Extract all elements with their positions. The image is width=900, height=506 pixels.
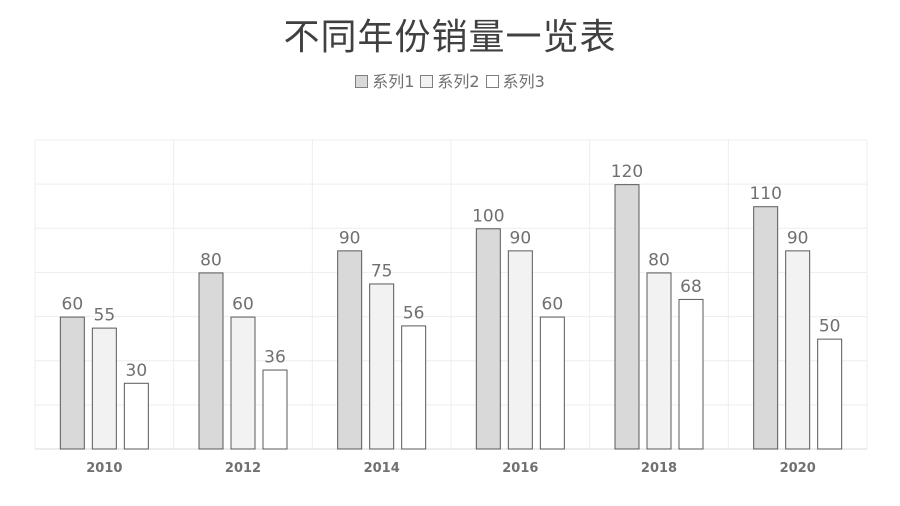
value-label: 90	[510, 228, 532, 248]
x-tick-label: 2016	[502, 461, 538, 476]
bar	[198, 272, 224, 450]
chart-x-ticks: 2010 2012 2014 2016 2018 2020	[86, 461, 816, 476]
value-label: 30	[126, 361, 148, 381]
bar	[678, 298, 704, 450]
chart-bars	[59, 184, 843, 450]
bar	[262, 369, 288, 450]
x-tick-label: 2018	[641, 461, 677, 476]
chart-value-labels: 60 55 30 80 60 36 90 75 56 100 90 60 120 80 68 110 90 50	[62, 162, 841, 381]
value-label: 75	[371, 261, 393, 281]
x-tick-label: 2010	[86, 461, 122, 476]
value-label: 80	[648, 250, 670, 270]
bar	[646, 272, 672, 450]
value-label: 60	[232, 295, 254, 315]
legend-item: 系列3	[485, 68, 545, 92]
value-label: 110	[749, 184, 781, 204]
value-label: 36	[264, 348, 286, 368]
bar	[753, 206, 779, 450]
x-tick-label: 2012	[225, 461, 261, 476]
x-tick-label: 2020	[780, 461, 816, 476]
legend-item: 系列1	[355, 68, 414, 92]
chart-grid	[34, 139, 868, 450]
value-label: 68	[680, 277, 702, 297]
legend-swatch	[485, 75, 499, 88]
chart-title: 不同年份销量一览表	[283, 17, 617, 58]
bar	[614, 184, 640, 450]
value-label: 56	[403, 303, 425, 323]
bar	[369, 283, 395, 450]
legend-swatch	[420, 75, 434, 88]
value-label: 55	[94, 306, 116, 326]
value-label: 100	[472, 206, 504, 226]
legend-swatch	[355, 75, 369, 88]
chart-legend: 系列1 系列2 系列3	[0, 68, 900, 92]
value-label: 90	[339, 228, 361, 248]
x-tick-label: 2014	[364, 461, 400, 476]
legend-item: 系列2	[420, 68, 480, 92]
bar	[507, 250, 533, 450]
bar	[91, 327, 117, 450]
legend-label: 系列2	[437, 72, 480, 91]
legend-label: 系列1	[372, 72, 415, 91]
bar	[230, 316, 256, 450]
value-label: 80	[200, 250, 222, 270]
value-label: 50	[819, 317, 841, 337]
legend-label: 系列3	[502, 72, 545, 91]
bar	[785, 250, 811, 450]
bar	[59, 316, 85, 450]
value-label: 90	[787, 228, 809, 248]
bar	[475, 228, 501, 450]
bar	[817, 338, 843, 450]
value-label: 60	[62, 295, 84, 315]
bar	[539, 316, 565, 450]
value-label: 60	[542, 295, 564, 315]
bar	[401, 325, 427, 450]
value-label: 120	[611, 162, 643, 182]
bar	[337, 250, 363, 450]
bar	[123, 382, 149, 450]
